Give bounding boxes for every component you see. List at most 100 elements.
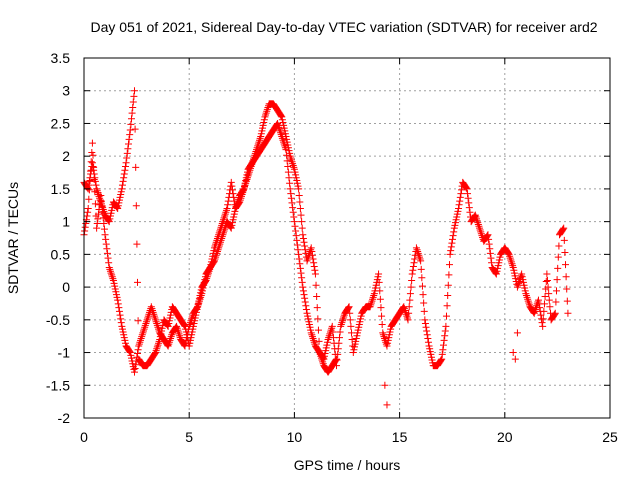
data-point (133, 353, 141, 361)
data-point (301, 294, 309, 302)
data-point (81, 227, 89, 235)
data-point (290, 163, 298, 171)
y-tick-label: 3.5 (51, 50, 71, 66)
data-point (152, 316, 160, 324)
data-point (484, 231, 492, 239)
data-point (221, 210, 229, 218)
data-point (227, 178, 235, 186)
data-point (308, 331, 316, 339)
data-point (325, 332, 333, 340)
data-point (287, 194, 295, 202)
axis-ticks: 0 5 10 15 20 25 -2 -1.5 -1 -0.5 0 0.5 1 1.5 2 2.5 3 3.5 (46, 50, 618, 445)
data-point (132, 361, 140, 369)
data-point (132, 163, 140, 171)
data-point (423, 327, 431, 335)
data-point (326, 330, 334, 338)
data-point (449, 232, 457, 240)
data-point (447, 243, 455, 251)
data-point (294, 246, 302, 254)
data-point (545, 296, 553, 304)
data-point (441, 327, 449, 335)
data-point (418, 274, 426, 282)
data-point (382, 340, 390, 348)
data-point (543, 277, 551, 285)
data-point (422, 323, 430, 331)
data-point (369, 295, 377, 303)
data-point (456, 193, 464, 201)
data-point (291, 222, 299, 230)
data-point (138, 331, 146, 339)
data-point (263, 107, 271, 115)
data-point (442, 322, 450, 330)
data-point (442, 312, 450, 320)
data-point (485, 240, 493, 248)
data-point (381, 381, 389, 389)
data-point (295, 255, 303, 263)
data-point (313, 304, 321, 312)
data-point (295, 191, 303, 199)
data-point (144, 314, 152, 322)
data-point (455, 201, 463, 209)
data-point (563, 297, 571, 305)
data-point (539, 322, 547, 330)
data-point (415, 253, 423, 261)
data-point (413, 246, 421, 254)
data-point (153, 343, 161, 351)
data-point (539, 315, 547, 323)
data-point (282, 146, 290, 154)
data-point (439, 341, 447, 349)
data-point (347, 322, 355, 330)
data-point (289, 204, 297, 212)
data-point (415, 251, 423, 259)
data-point (524, 295, 532, 303)
data-point (369, 293, 377, 301)
data-point (334, 350, 342, 358)
data-point (299, 234, 307, 242)
data-point (119, 177, 127, 185)
data-point (405, 303, 413, 311)
data-point (381, 335, 389, 343)
data-point (93, 224, 101, 232)
data-point (154, 323, 162, 331)
data-point (564, 309, 572, 317)
data-point (445, 261, 453, 269)
data-point (406, 290, 414, 298)
data-point (296, 260, 304, 268)
y-tick-label: 0.5 (51, 246, 71, 262)
data-point (404, 316, 412, 324)
data-point (277, 131, 285, 139)
data-point (136, 338, 144, 346)
data-point (466, 208, 474, 216)
data-point (438, 350, 446, 358)
data-point (417, 257, 425, 265)
data-point (87, 167, 95, 175)
data-point (409, 263, 417, 271)
data-point (524, 297, 532, 305)
data-point (137, 336, 145, 344)
data-point (143, 318, 151, 326)
data-point (346, 309, 354, 317)
data-point (93, 220, 101, 228)
data-point (153, 320, 161, 328)
data-point (117, 315, 125, 323)
data-point (543, 270, 551, 278)
data-point (89, 162, 97, 170)
data-point (99, 214, 107, 222)
data-point (283, 151, 291, 159)
x-tick-label: 15 (392, 429, 408, 445)
data-point (424, 338, 432, 346)
data-point (408, 270, 416, 278)
data-point (446, 250, 454, 258)
data-point (223, 205, 231, 213)
data-point (513, 329, 521, 337)
data-point (105, 263, 113, 271)
data-point (457, 190, 465, 198)
data-point (332, 355, 340, 363)
data-point (299, 287, 307, 295)
data-point (143, 316, 151, 324)
data-point (300, 238, 308, 246)
data-point (307, 246, 315, 254)
data-point (443, 302, 451, 310)
data-point (141, 321, 149, 329)
